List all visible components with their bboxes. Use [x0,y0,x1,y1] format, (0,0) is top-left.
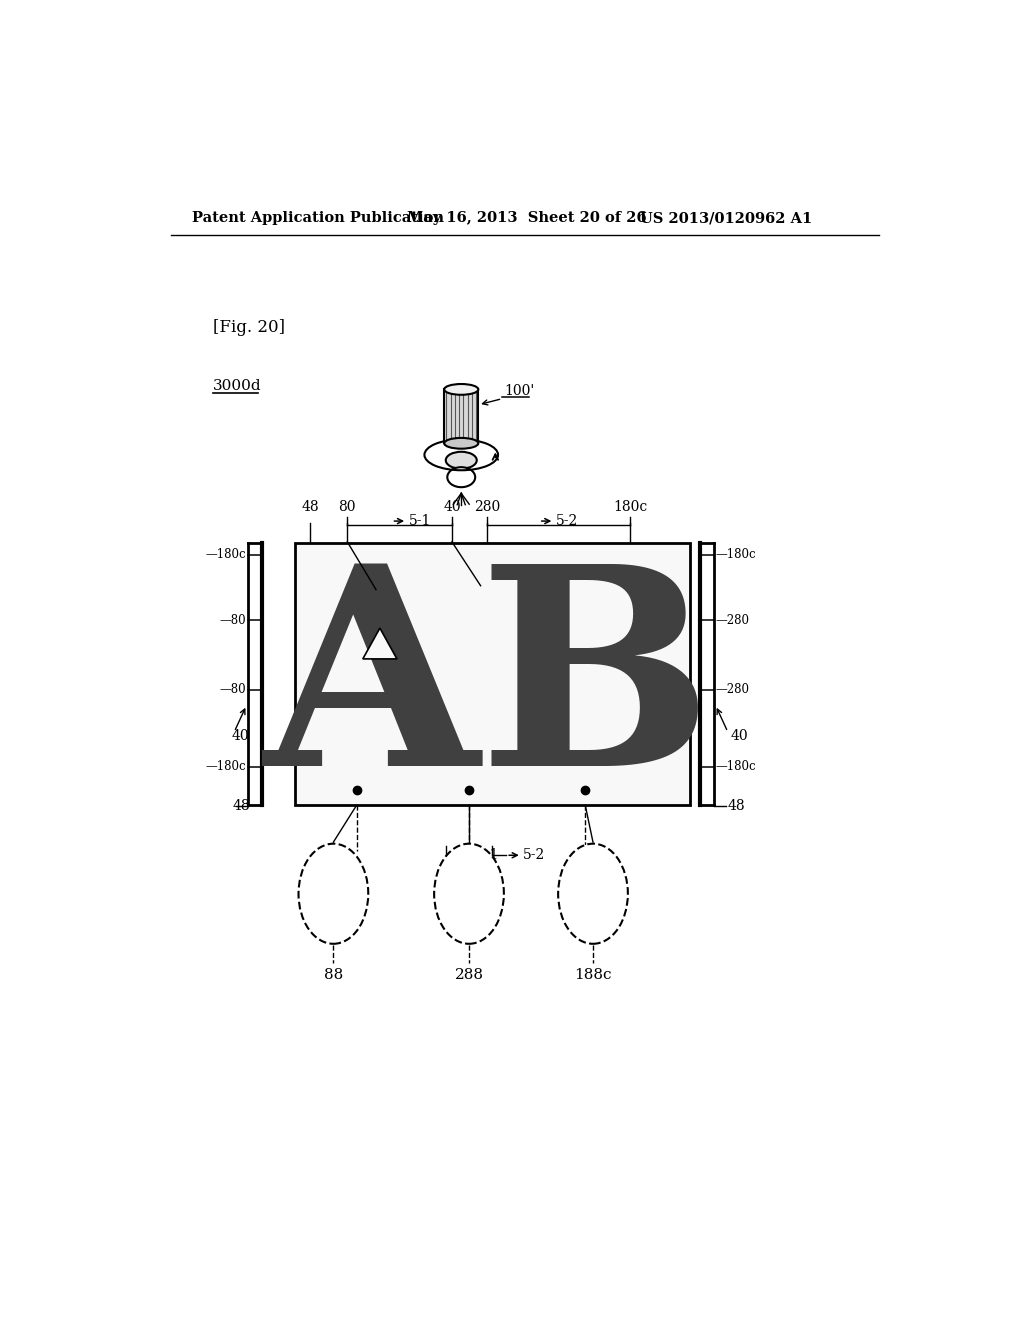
Text: —280: —280 [716,614,750,627]
Ellipse shape [444,384,478,395]
Ellipse shape [434,843,504,944]
Text: —180c: —180c [206,548,247,561]
Text: [Fig. 20]: [Fig. 20] [213,319,286,337]
Text: 80: 80 [339,500,356,515]
Text: AB: AB [263,556,714,824]
Text: —180c: —180c [716,548,756,561]
Text: 88: 88 [324,968,343,982]
Bar [295,544,690,805]
Polygon shape [362,628,397,659]
Bar [444,389,478,444]
Text: 5-2: 5-2 [556,513,579,528]
Text: 48: 48 [232,799,250,813]
Text: 5-2: 5-2 [523,849,546,862]
Text: —80: —80 [220,614,247,627]
Ellipse shape [444,438,478,449]
Text: 48: 48 [301,500,318,515]
Ellipse shape [558,843,628,944]
Text: 3000d: 3000d [213,379,262,392]
Text: —80: —80 [220,684,247,696]
Text: —280: —280 [716,684,750,696]
Text: 48: 48 [728,799,745,813]
Text: 40: 40 [731,729,749,743]
Text: 188c: 188c [574,968,611,982]
Ellipse shape [447,467,475,487]
Text: —180c: —180c [206,760,247,774]
Text: 40: 40 [231,729,249,743]
Ellipse shape [299,843,369,944]
Text: 40: 40 [443,500,461,515]
Text: 5-1: 5-1 [477,849,499,862]
Text: —180c: —180c [716,760,756,774]
Text: 180c: 180c [613,500,647,515]
Text: 280: 280 [474,500,500,515]
Text: 5-1: 5-1 [409,513,431,528]
Text: US 2013/0120962 A1: US 2013/0120962 A1 [640,211,812,226]
Text: 100': 100' [505,384,535,397]
Text: Patent Application Publication: Patent Application Publication [191,211,443,226]
Text: 288: 288 [455,968,483,982]
Ellipse shape [445,451,477,469]
Text: May 16, 2013  Sheet 20 of 26: May 16, 2013 Sheet 20 of 26 [407,211,646,226]
